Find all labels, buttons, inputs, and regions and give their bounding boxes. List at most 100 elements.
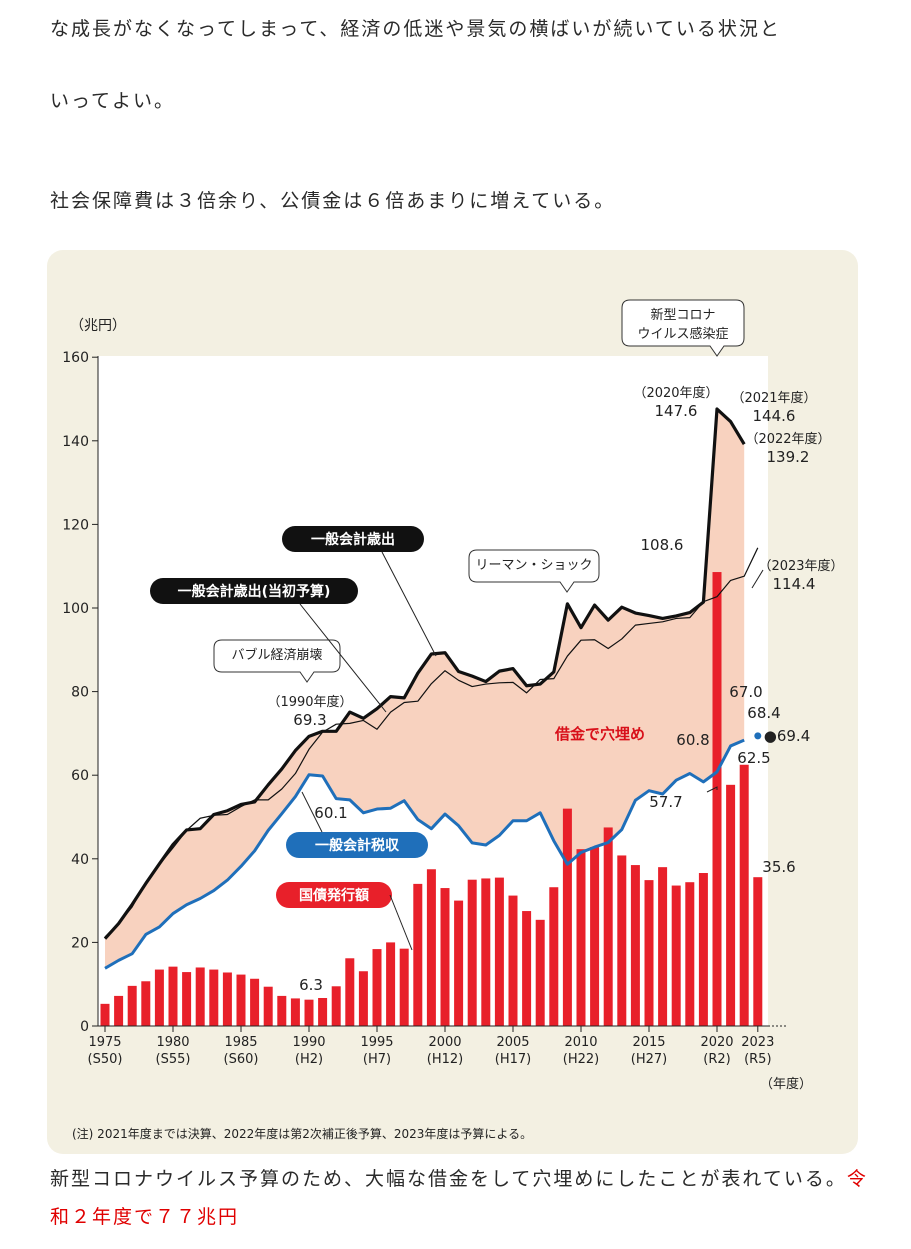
bond-bar-2016 xyxy=(658,867,668,1026)
label-bonds: 国債発行額 xyxy=(299,887,369,904)
label-spending-bg xyxy=(282,526,424,552)
bond-bar-1982 xyxy=(195,967,205,1026)
anno-2023-leader xyxy=(751,569,764,589)
bond-bar-2004 xyxy=(494,877,504,1026)
label-initial-budget: 一般会計歳出(当初予算) xyxy=(178,583,331,600)
bond-bar-1999 xyxy=(426,869,436,1026)
anno-2023-tax-value: ●69.4 xyxy=(764,727,811,745)
tax-2023-point xyxy=(754,732,762,740)
y-tick-label: 0 xyxy=(80,1019,89,1035)
bond-bar-2023 xyxy=(753,877,763,1026)
x-tick-era-label: (R2) xyxy=(703,1052,730,1067)
body-text-line-4: 新型コロナウイルス予算のため、大幅な借金をして穴埋めにしたことが表れている。令和… xyxy=(50,1160,870,1236)
label-tax-bg xyxy=(286,832,428,858)
x-tick-label: 1975 xyxy=(88,1035,121,1050)
bond-bar-2002 xyxy=(467,879,477,1026)
anno-2020-year: （2020年度） xyxy=(633,385,718,401)
x-tick-label: 1985 xyxy=(224,1035,257,1050)
body-text-line-2: いってよい。 xyxy=(50,90,176,112)
anno-2022-year: （2022年度） xyxy=(745,431,830,447)
body-text-line-3: 社会保障費は３倍余り、公債金は６倍あまりに増えている。 xyxy=(50,190,616,212)
x-tick-label: 2000 xyxy=(428,1035,461,1050)
x-tick-era-label: (S50) xyxy=(88,1052,123,1067)
x-tick-era-label: (H7) xyxy=(363,1052,391,1067)
anno-2021-tax-value: 67.0 xyxy=(729,683,762,701)
axes: 0 20 40 60 80 100 120 140 160 （兆円） 1975 (S50) 1980 (S… xyxy=(62,318,812,1092)
x-tick-label: 2020 xyxy=(700,1035,733,1050)
label-tax: 一般会計税収 xyxy=(315,837,400,854)
bond-bar-2014 xyxy=(630,865,640,1026)
highlight-text: 令和２年度で７７兆円 xyxy=(50,1168,868,1228)
bond-bar-2019 xyxy=(698,873,708,1026)
covid-callout-line: ウイルス感染症 xyxy=(637,326,728,342)
y-tick-label: 20 xyxy=(71,935,89,951)
y-tick-label: 80 xyxy=(71,685,89,701)
bond-bar-1979 xyxy=(154,969,164,1026)
bond-bar-1983 xyxy=(209,969,219,1026)
bond-bar-2001 xyxy=(454,900,464,1026)
chart-note: (注) 2021年度までは決算、2022年度は第2次補正後予算、2023年度は予… xyxy=(72,1127,533,1141)
anno-1990-bond-value: 6.3 xyxy=(299,976,323,994)
body-text-line-1: な成長がなくなってしまって、経済の低迷や景気の横ばいが続いている状況と xyxy=(50,18,781,40)
x-tick-era-label: (H17) xyxy=(495,1052,531,1067)
bond-bar-1991 xyxy=(318,997,328,1026)
bond-bar-1987 xyxy=(263,986,273,1026)
covid-callout-line: 新型コロナ xyxy=(650,307,715,323)
spending-line xyxy=(103,407,746,940)
label-bonds-bg xyxy=(276,882,392,908)
bond-bar-2006 xyxy=(522,911,532,1026)
bond-bar-1986 xyxy=(250,978,260,1026)
bond-bar-2003 xyxy=(481,878,491,1026)
bond-bar-1994 xyxy=(358,971,368,1026)
lehman-callout-box xyxy=(468,549,600,593)
x-tick-label: 2015 xyxy=(632,1035,665,1050)
y-tick-label: 160 xyxy=(62,350,89,366)
bond-bar-1995 xyxy=(372,949,382,1026)
bond-bar-1978 xyxy=(141,981,151,1026)
anno-2023-year: （2023年度） xyxy=(758,558,843,574)
bond-bar-2011 xyxy=(590,847,600,1026)
label-bonds-leader xyxy=(389,894,413,951)
bubble-callout-line: バブル経済崩壊 xyxy=(231,647,322,663)
x-tick-era-label: (R5) xyxy=(744,1052,771,1067)
bond-bar-2008 xyxy=(549,887,559,1026)
x-tick-era-label: (H22) xyxy=(563,1052,599,1067)
anno-2020-tax-value: 60.8 xyxy=(676,731,709,749)
bond-bar-1996 xyxy=(386,942,396,1026)
bond-bar-2018 xyxy=(685,882,695,1026)
borrowing-fill xyxy=(105,409,745,969)
anno-2023-spending-value: 114.4 xyxy=(773,575,816,593)
bond-bar-2013 xyxy=(617,855,627,1026)
anno-2021-spending-value: 144.6 xyxy=(753,407,796,425)
bond-bar-1981 xyxy=(182,972,192,1026)
body-text-line-4-main: 新型コロナウイルス予算のため、大幅な借金をして穴埋めにしたことが表れている。 xyxy=(50,1168,847,1190)
bond-bar-2000 xyxy=(440,888,450,1026)
y-tick-label: 40 xyxy=(71,852,89,868)
x-tick-era-label: (S60) xyxy=(224,1052,259,1067)
bond-bar-2021 xyxy=(726,784,736,1026)
y-tick-label: 140 xyxy=(62,434,89,450)
bond-bar-1998 xyxy=(413,883,423,1026)
y-unit-label: （兆円） xyxy=(70,318,126,334)
x-unit-label: （年度） xyxy=(760,1076,812,1092)
bond-bar-1980 xyxy=(168,966,178,1026)
bond-bar-1990 xyxy=(304,999,314,1026)
label-borrowing-fill: 借金で穴埋め xyxy=(554,725,645,743)
bond-bar-2010 xyxy=(576,849,586,1026)
x-tick-label: 2023 xyxy=(741,1035,774,1050)
anno-2021-year: （2021年度） xyxy=(731,390,816,406)
label-spending-leader xyxy=(381,551,437,657)
y-tick-label: 120 xyxy=(62,517,89,533)
x-tick-label: 1990 xyxy=(292,1035,325,1050)
bond-bars xyxy=(100,572,763,1026)
bond-bar-2015 xyxy=(644,880,654,1026)
y-tick-label: 100 xyxy=(62,601,89,617)
bond-bar-2012 xyxy=(603,827,613,1026)
bond-bar-1989 xyxy=(290,998,300,1026)
bond-bar-1992 xyxy=(331,986,341,1026)
series-lines xyxy=(103,407,762,970)
x-tick-era-label: (H12) xyxy=(427,1052,463,1067)
bond-bar-1985 xyxy=(236,974,246,1026)
